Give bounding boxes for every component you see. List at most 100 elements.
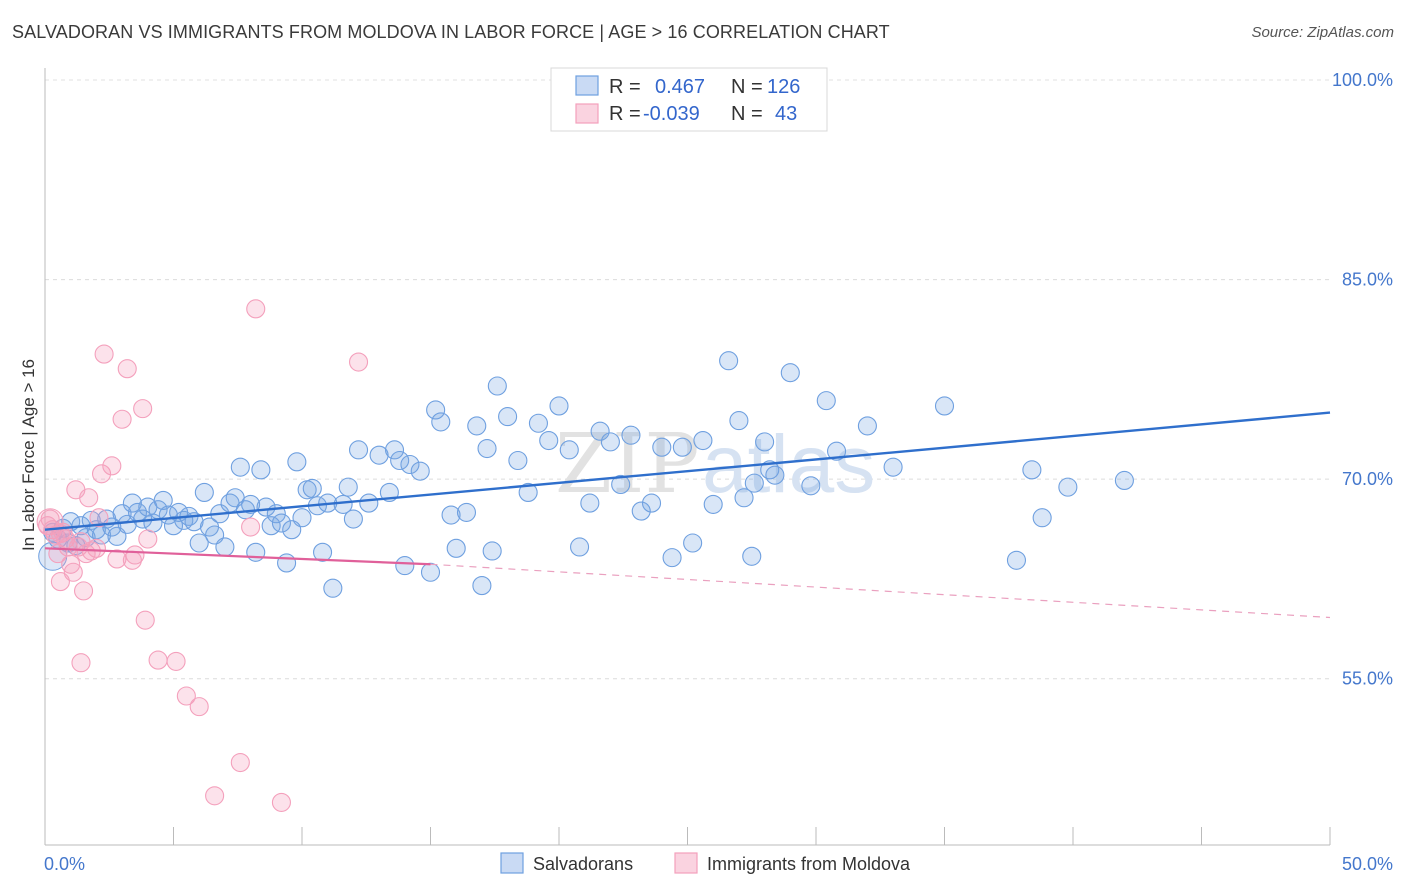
point-salvadorans-93 [641,493,662,513]
point-salvadorans-55 [323,578,343,598]
y-tick-label-1: 70.0% [1342,469,1393,489]
point-salvadorans-97 [683,533,703,553]
legend-r-label-salvadorans: R = [609,76,641,98]
point-salvadorans-58 [343,509,363,529]
axes [44,68,1331,846]
legend-r-label-moldova: R = [609,103,641,125]
point-moldova-34 [230,752,250,773]
point-salvadorans-16 [122,493,142,513]
y-tick-label-3: 100.0% [1332,70,1393,90]
point-salvadorans-113 [934,396,955,416]
point-salvadorans-89 [600,432,620,452]
point-moldova-19 [91,464,112,484]
point-salvadorans-61 [369,445,389,465]
point-salvadorans-79 [498,407,518,427]
point-moldova-39 [71,653,91,673]
watermark-atlas: atlas [702,419,875,510]
point-moldova-26 [133,399,153,419]
point-moldova-30 [166,651,186,671]
point-moldova-17 [86,538,106,558]
legend-swatch-salvadorans [575,75,599,96]
point-moldova-22 [107,549,127,569]
legend-r-value-salvadorans: 0.467 [655,76,705,98]
point-salvadorans-107 [780,363,800,383]
point-moldova-32 [189,697,209,717]
point-moldova-14 [74,581,94,601]
point-salvadorans-115 [1022,460,1042,480]
point-salvadorans-83 [539,430,559,451]
point-moldova-23 [112,409,132,429]
point-salvadorans-64 [390,450,410,471]
point-salvadorans-65 [395,556,415,576]
point-salvadorans-114 [1006,550,1027,570]
point-moldova-29 [148,650,168,670]
y-tick-label-2: 85.0% [1342,270,1393,290]
point-salvadorans-69 [426,400,446,420]
trend-line-moldova [44,547,431,566]
point-salvadorans-49 [292,508,312,528]
grid-lines [45,79,1330,680]
bottom-legend: Salvadorans Immigrants from Moldova [500,852,911,874]
point-salvadorans-117 [1058,477,1078,497]
point-moldova-27 [135,610,155,630]
point-salvadorans-75 [472,576,492,596]
y-axis-label: In Labor Force | Age > 16 [19,359,38,551]
point-salvadorans-51 [302,478,322,498]
point-salvadorans-68 [420,562,441,582]
point-salvadorans-105 [760,460,780,480]
point-salvadorans-104 [755,432,775,452]
point-salvadorans-90 [611,474,631,495]
trend-line-moldova-extension [430,563,1331,619]
point-salvadorans-45 [271,513,291,533]
point-moldova-38 [348,352,369,372]
point-salvadorans-74 [467,416,487,436]
point-salvadorans-87 [580,493,600,513]
legend-n-value-moldova: 43 [775,103,797,125]
point-moldova-24 [117,359,137,379]
point-salvadorans-71 [441,505,461,525]
x-tick-label-0: 0.0% [44,854,85,874]
point-salvadorans-29 [189,533,209,553]
point-salvadorans-34 [215,537,235,557]
point-moldova-28 [138,529,158,549]
point-moldova-9 [61,554,81,574]
point-salvadorans-48 [287,452,307,472]
chart-title: SALVADORAN VS IMMIGRANTS FROM MOLDOVA IN… [12,22,890,42]
point-salvadorans-57 [338,477,358,497]
point-salvadorans-22 [153,490,173,510]
point-salvadorans-110 [827,441,847,461]
point-salvadorans-46 [277,553,297,573]
point-salvadorans-85 [559,440,579,460]
point-salvadorans-30 [194,482,214,502]
point-moldova-18 [89,508,109,528]
trend-lines [44,411,1331,619]
point-moldova-10 [63,562,83,582]
point-salvadorans-82 [528,413,548,433]
point-moldova-33 [205,786,225,806]
legend-n-value-salvadorans: 126 [767,76,800,98]
point-salvadorans-109 [816,391,836,411]
point-salvadorans-102 [734,488,754,508]
point-salvadorans-78 [487,376,507,396]
point-moldova-cluster [36,508,64,536]
point-salvadorans-53 [313,542,333,562]
point-salvadorans-80 [508,450,528,471]
source-label: Source: ZipAtlas.com [1251,24,1394,41]
point-salvadorans-118 [1114,470,1134,491]
point-moldova-42 [125,545,145,565]
bottom-legend-swatch-moldova [674,852,698,874]
y-tick-labels: 55.0% 70.0% 85.0% 100.0% [1332,70,1393,689]
point-salvadorans-42 [256,497,276,517]
point-salvadorans-59 [348,440,369,460]
trend-line-salvadorans [44,411,1331,531]
point-salvadorans-67 [410,461,430,481]
point-moldova-35 [241,517,261,537]
bottom-legend-label-salvadorans: Salvadorans [533,854,633,874]
point-moldova-41 [50,572,70,592]
point-salvadorans-39 [241,494,261,514]
point-salvadorans-63 [384,440,405,460]
point-salvadorans-98 [693,430,713,451]
point-salvadorans-40 [246,542,266,562]
legend-r-value-moldova: -0.039 [643,103,700,125]
point-salvadorans-70 [431,412,451,432]
